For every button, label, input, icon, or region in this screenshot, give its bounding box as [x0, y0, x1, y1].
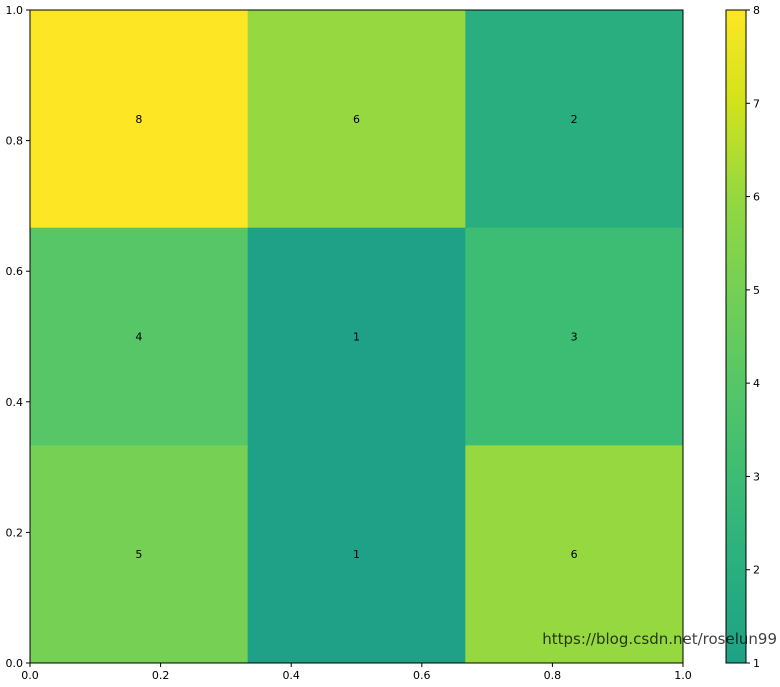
colorbar-ticks: 1 2 3 4 5 6 7 8	[746, 4, 760, 670]
heatmap-cell	[247, 10, 466, 229]
cell-value-label: 5	[135, 548, 142, 561]
colorbar-tick-label: 4	[753, 377, 760, 390]
heatmap-cell-labels: 8 6 2 4 1 3 5 1 6	[135, 113, 577, 561]
cell-value-label: 8	[135, 113, 142, 126]
x-tick-label: 0.0	[21, 669, 39, 682]
y-tick-label: 0.2	[6, 526, 24, 539]
y-tick-label: 1.0	[6, 4, 24, 17]
colorbar-gradient	[725, 9, 747, 664]
cell-value-label: 6	[353, 113, 360, 126]
cell-value-label: 6	[571, 548, 578, 561]
heatmap-cell	[247, 227, 466, 446]
heatmap-cell	[465, 227, 684, 446]
cell-value-label: 3	[571, 331, 578, 344]
x-tick-label: 0.2	[152, 669, 170, 682]
plot-frame	[29, 9, 684, 664]
y-tick-label: 0.4	[6, 396, 24, 409]
heatmap-cell	[30, 445, 249, 664]
heatmap-cell	[247, 445, 466, 664]
x-tick-label: 0.8	[544, 669, 562, 682]
y-tick-label: 0.8	[6, 135, 24, 148]
colorbar-tick-label: 5	[753, 284, 760, 297]
cell-value-label: 2	[571, 113, 578, 126]
x-axis: 0.0 0.2 0.4 0.6 0.8 1.0	[21, 663, 692, 682]
heatmap-cell	[30, 227, 249, 446]
heatmap-cell	[465, 445, 684, 664]
cell-value-label: 1	[353, 548, 360, 561]
colorbar: 1 2 3 4 5 6 7 8	[725, 4, 760, 670]
colorbar-tick-label: 2	[753, 564, 760, 577]
cell-value-label: 4	[135, 331, 142, 344]
colorbar-tick-label: 8	[753, 4, 760, 17]
x-tick-label: 0.6	[413, 669, 431, 682]
y-axis: 0.0 0.2 0.4 0.6 0.8 1.0	[6, 4, 30, 670]
cell-value-label: 1	[353, 331, 360, 344]
heatmap-cell	[30, 10, 249, 229]
y-tick-label: 0.6	[6, 265, 24, 278]
x-tick-label: 0.4	[282, 669, 300, 682]
colorbar-tick-label: 6	[753, 191, 760, 204]
heatmap-cell	[465, 10, 684, 229]
x-tick-label: 1.0	[674, 669, 692, 682]
y-tick-label: 0.0	[6, 657, 24, 670]
heatmap-cells	[30, 10, 684, 664]
watermark-text: https://blog.csdn.net/roselun99	[542, 630, 777, 648]
colorbar-tick-label: 7	[753, 97, 760, 110]
colorbar-tick-label: 1	[753, 657, 760, 670]
colorbar-tick-label: 3	[753, 470, 760, 483]
